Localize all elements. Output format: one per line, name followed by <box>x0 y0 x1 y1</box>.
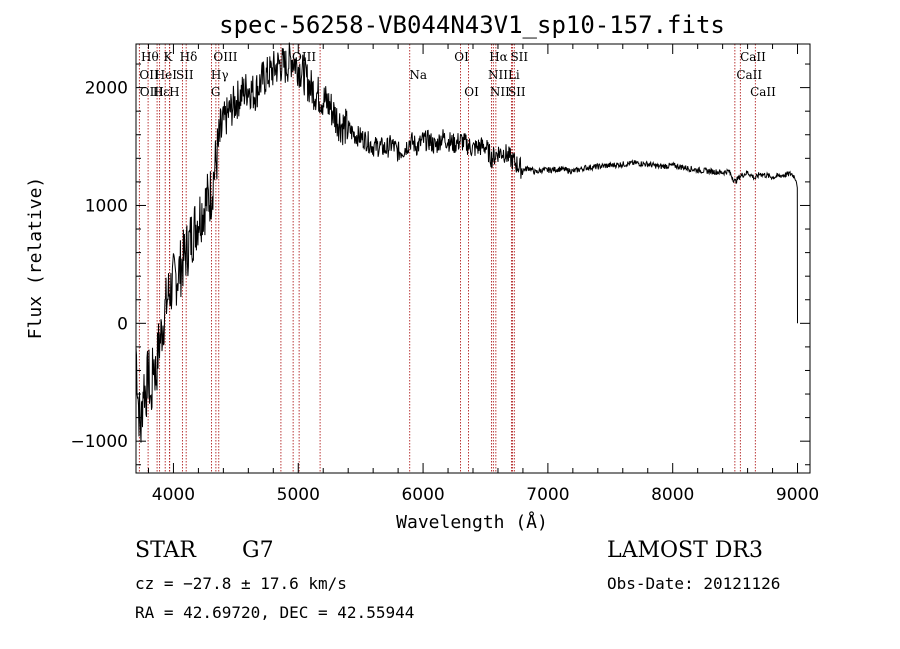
x-tick-label: 9000 <box>776 485 819 505</box>
x-axis-label: Wavelength (Å) <box>396 511 548 533</box>
x-tick-labels: 4000 5000 6000 7000 8000 9000 <box>152 485 819 505</box>
line-label: OII <box>139 68 159 82</box>
line-label: CaII <box>750 85 776 99</box>
line-label: G <box>211 85 221 99</box>
x-tick-label: 4000 <box>152 485 195 505</box>
line-label: OIII <box>213 50 237 64</box>
subclass: G7 <box>242 538 274 563</box>
coordinates: RA = 42.69720, DEC = 42.55944 <box>135 603 415 622</box>
line-label: Hθ <box>141 50 159 64</box>
line-label: H <box>169 85 179 99</box>
x-tick-label: 6000 <box>401 485 444 505</box>
object-class: STAR <box>135 538 196 563</box>
line-label: SII <box>176 68 194 82</box>
line-label: Hγ <box>211 68 229 82</box>
redshift-readout: cz = −27.8 ± 17.6 km/s <box>135 574 347 593</box>
spectrum-line <box>135 42 798 443</box>
line-label: Li <box>508 68 520 82</box>
x-tick-label: 5000 <box>277 485 320 505</box>
x-tick-label: 7000 <box>526 485 569 505</box>
line-label: Na <box>409 68 427 82</box>
line-label: OIII <box>140 85 164 99</box>
y-tick-label: 0 <box>117 314 128 334</box>
line-label: NII <box>488 68 508 82</box>
line-label: Hδ <box>180 50 198 64</box>
y-tick-label: 2000 <box>85 79 128 99</box>
line-label: OI <box>464 85 479 99</box>
line-label: NII <box>490 85 510 99</box>
x-tick-label: 8000 <box>651 485 694 505</box>
line-label: SII <box>510 50 528 64</box>
chart-title: spec-56258-VB044N43V1_sp10-157.fits <box>219 11 725 39</box>
line-label: K <box>163 50 173 64</box>
axis-ticks <box>136 44 810 473</box>
line-label: CaII <box>740 50 766 64</box>
y-tick-labels: −1000 0 1000 2000 <box>70 79 128 453</box>
y-tick-label: −1000 <box>70 432 128 452</box>
y-axis-label: Flux (relative) <box>25 177 46 340</box>
line-label: OI <box>454 50 469 64</box>
line-label: HeI <box>155 68 178 82</box>
emission-line-markers <box>138 44 756 473</box>
line-label: Hα <box>489 50 508 64</box>
line-label: CaII <box>736 68 762 82</box>
obs-date: Obs-Date: 20121126 <box>607 574 781 593</box>
line-label: Hε <box>153 85 170 99</box>
line-label: SII <box>508 85 526 99</box>
survey-name: LAMOST DR3 <box>607 538 763 563</box>
y-tick-label: 1000 <box>85 196 128 216</box>
